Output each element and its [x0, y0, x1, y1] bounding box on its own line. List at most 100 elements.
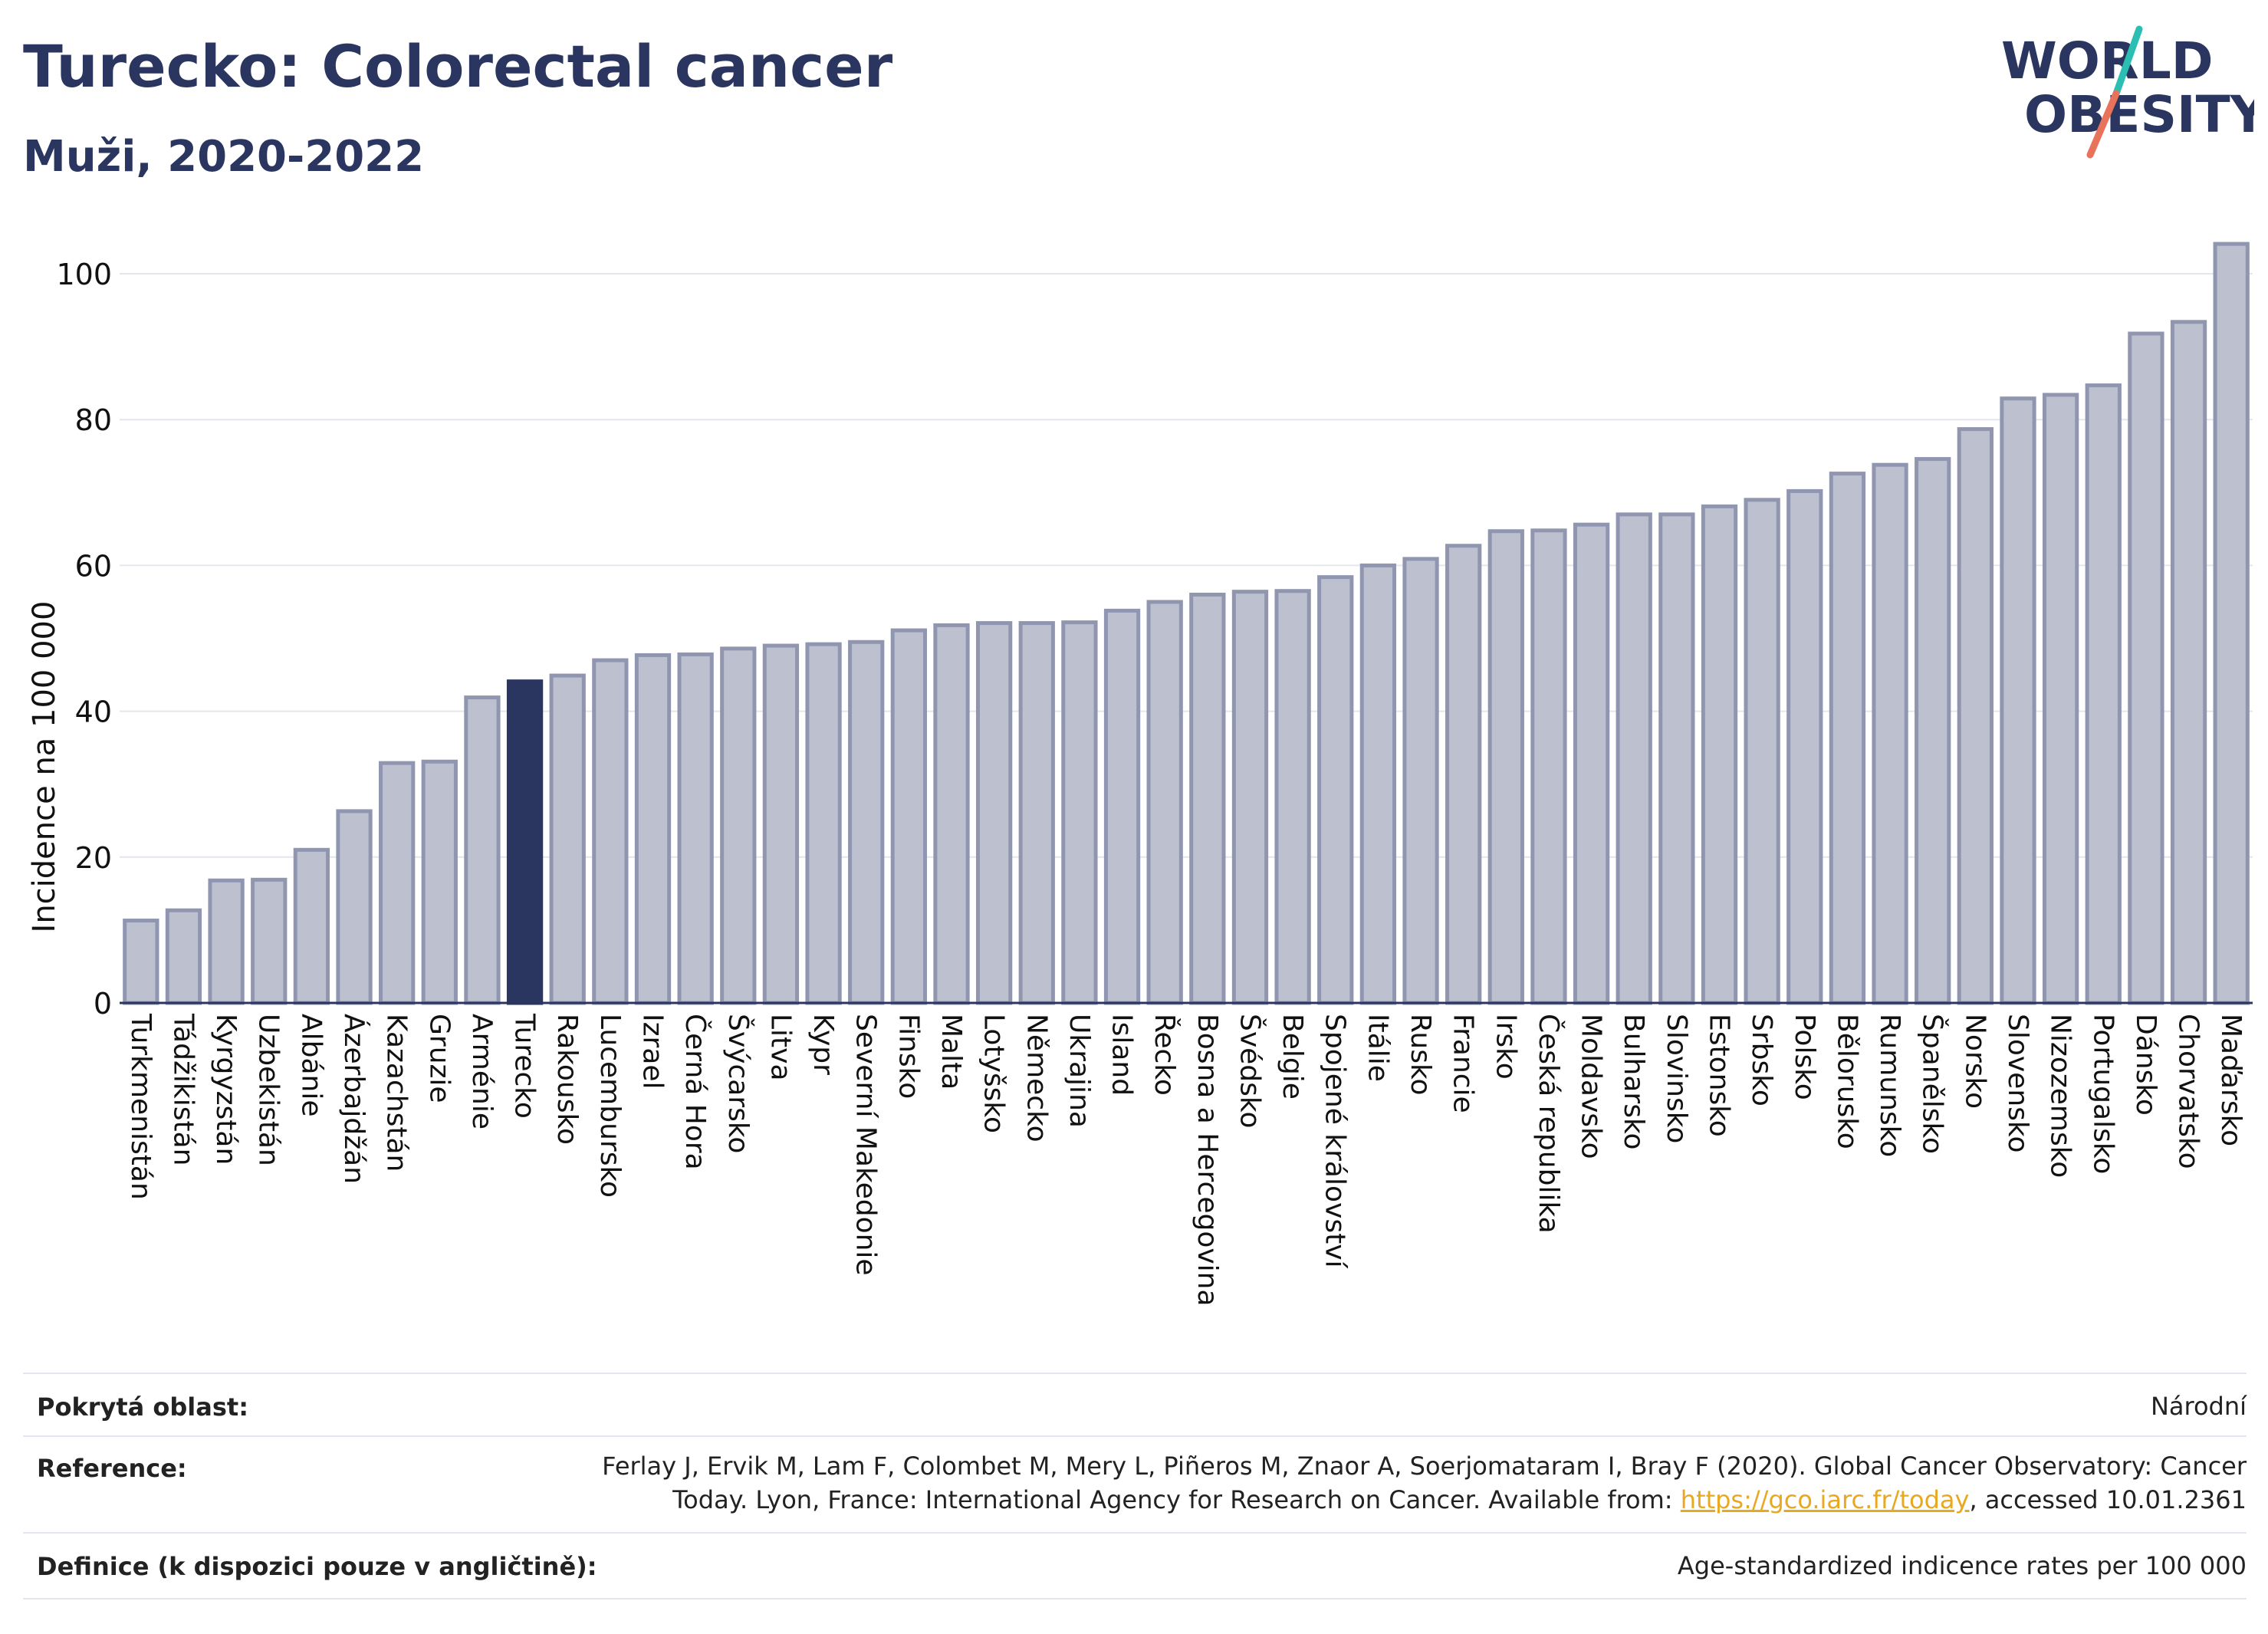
- y-tick-label: 100: [56, 258, 112, 291]
- x-tick-label: Švýcarsko: [722, 1014, 754, 1153]
- bar: [890, 628, 927, 1005]
- x-tick-label: Slovensko: [2002, 1014, 2033, 1153]
- bar: [848, 639, 885, 1005]
- y-axis-label: Incidence na 100 000: [27, 600, 62, 933]
- bar: [2128, 331, 2164, 1005]
- x-tick-label: Turkmenistán: [125, 1013, 156, 1200]
- x-tick-label: Česká republika: [1533, 1014, 1565, 1234]
- bar: [421, 759, 458, 1005]
- bar: [1915, 457, 1951, 1005]
- reference-link[interactable]: https://gco.iarc.fr/today: [1680, 1485, 1970, 1514]
- x-axis-ticks: Turkmenistán Tádžikistán Kyrgyzstán Uzbekis…: [125, 1013, 2247, 1307]
- bar: [2000, 396, 2036, 1005]
- x-tick-label: Izrael: [637, 1014, 669, 1090]
- bar: [1317, 575, 1354, 1005]
- x-tick-label: Litva: [764, 1014, 796, 1081]
- x-tick-label: Švédsko: [1234, 1014, 1266, 1129]
- y-tick-label: 40: [75, 695, 112, 729]
- bar: [1829, 472, 1866, 1005]
- y-tick-label: 20: [75, 841, 112, 875]
- logo-slash-coral: [2086, 90, 2120, 159]
- bar: [1359, 563, 1397, 1005]
- world-obesity-logo: WORLD OBESITY: [2001, 25, 2254, 159]
- x-tick-label: Uzbekistán: [253, 1014, 284, 1166]
- bar: [1231, 590, 1269, 1005]
- x-tick-label: Arménie: [466, 1014, 498, 1129]
- bar: [1701, 504, 1738, 1005]
- bar: [1274, 589, 1311, 1005]
- x-tick-label: Irsko: [1490, 1014, 1521, 1080]
- x-tick-label: Norsko: [1959, 1014, 1990, 1109]
- x-tick-label: Malta: [935, 1014, 967, 1090]
- bar: [805, 642, 842, 1005]
- x-tick-label: Turecko: [509, 1013, 541, 1119]
- bar: [677, 652, 714, 1005]
- logo-line2: OBESITY: [2024, 85, 2254, 144]
- x-tick-label: Portugalsko: [2087, 1014, 2118, 1174]
- bar: [1103, 608, 1141, 1005]
- bar: [1658, 512, 1695, 1005]
- bar: [1189, 592, 1226, 1005]
- bar: [549, 673, 586, 1005]
- x-tick-label: Chorvatsko: [2173, 1014, 2204, 1169]
- page-subtitle: Muži, 2020-2022: [23, 132, 425, 182]
- bar: [1402, 557, 1439, 1005]
- x-tick-label: Spojené království: [1320, 1014, 1351, 1269]
- x-tick-label: Ukrajina: [1063, 1014, 1095, 1128]
- bar: [1573, 522, 1610, 1005]
- logo-line1: WORLD: [2001, 31, 2214, 90]
- bar: [1445, 544, 1482, 1005]
- x-tick-label: Severní Makedonie: [850, 1014, 882, 1276]
- bar: [1872, 462, 1908, 1005]
- bar: [933, 623, 970, 1005]
- bar: [506, 679, 544, 1005]
- x-tick-label: Bulharsko: [1618, 1014, 1649, 1150]
- bar: [1616, 512, 1652, 1005]
- x-tick-label: Lucembursko: [594, 1014, 626, 1198]
- info-row-definition: Definice (k dispozici pouze v angličtině…: [23, 1532, 2247, 1599]
- x-tick-label: Rumunsko: [1874, 1014, 1905, 1157]
- reference-line2-post: , accessed 10.01.2361: [1969, 1485, 2247, 1514]
- info-row-reference: Reference: Ferlay J, Ervik M, Lam F, Col…: [23, 1435, 2247, 1534]
- x-tick-label: Island: [1106, 1014, 1138, 1096]
- y-axis-ticks: 0 20 40 60 80 100: [56, 258, 112, 1021]
- x-tick-label: Tádžikistán: [167, 1013, 199, 1165]
- x-tick-label: Francie: [1448, 1014, 1479, 1113]
- y-tick-label: 0: [94, 987, 112, 1021]
- x-tick-label: Lotyšsko: [978, 1014, 1010, 1133]
- x-tick-label: Itálie: [1362, 1014, 1393, 1082]
- x-tick-label: Moldavsko: [1576, 1014, 1607, 1159]
- x-tick-label: Gruzie: [423, 1014, 455, 1103]
- bar: [379, 761, 416, 1005]
- bar: [2170, 320, 2207, 1005]
- x-tick-label: Kyrgyzstán: [210, 1014, 242, 1165]
- x-tick-label: Německo: [1021, 1014, 1052, 1142]
- bar: [2085, 383, 2122, 1005]
- bar: [123, 919, 159, 1005]
- bar: [2042, 393, 2079, 1005]
- info-row-coverage: Pokrytá oblast: Národní: [23, 1373, 2247, 1437]
- x-tick-label: Finsko: [892, 1014, 924, 1099]
- bars: [123, 242, 2250, 1005]
- bar: [762, 643, 800, 1005]
- x-tick-label: Černá Hora: [679, 1014, 712, 1170]
- bar-chart: 0 20 40 60 80 100 Turkmenistán Tádžikistán Kyrg…: [56, 242, 2253, 1307]
- bar: [1061, 620, 1098, 1005]
- definition-value: Age-standardized indicence rates per 100…: [1677, 1551, 2247, 1580]
- bar: [1957, 427, 1994, 1005]
- bar: [336, 809, 373, 1005]
- bar: [975, 621, 1013, 1005]
- bar: [720, 646, 757, 1005]
- x-tick-label: Rakousko: [551, 1014, 583, 1145]
- bar: [1146, 600, 1183, 1005]
- x-tick-label: Španělsko: [1917, 1014, 1949, 1154]
- coverage-key: Pokrytá oblast:: [37, 1392, 248, 1422]
- x-tick-label: Dánsko: [2130, 1014, 2161, 1116]
- x-tick-label: Řecko: [1149, 1014, 1181, 1096]
- coverage-value: Národní: [2150, 1392, 2247, 1421]
- bar: [293, 847, 330, 1005]
- x-tick-label: Albánie: [295, 1014, 327, 1117]
- x-tick-label: Bosna a Hercegovina: [1192, 1014, 1223, 1307]
- x-tick-label: Srbsko: [1746, 1014, 1777, 1106]
- y-tick-label: 60: [75, 549, 112, 583]
